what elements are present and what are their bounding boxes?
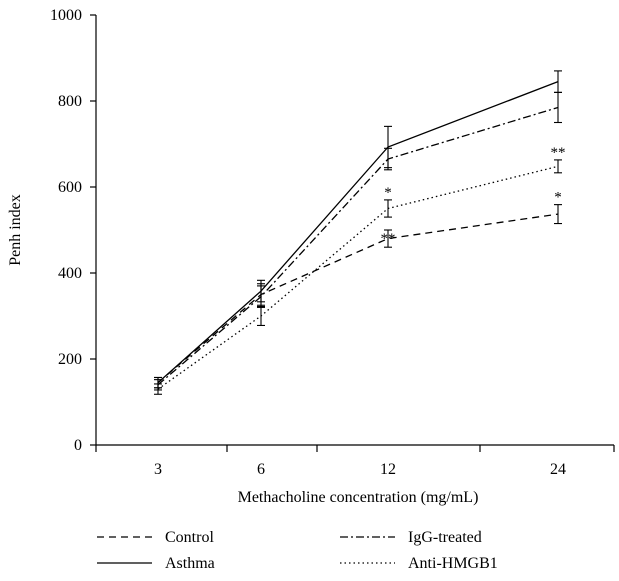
y-tick-label: 1000 (50, 7, 82, 24)
x-axis-ticks: 3 6 12 24 (95, 445, 615, 478)
legend-item: IgG-treated (340, 529, 482, 546)
series-layer: ****** (154, 70, 566, 395)
series-line (157, 81, 559, 384)
series-igg-treated (154, 91, 562, 391)
legend-label: IgG-treated (408, 529, 482, 546)
y-axis-ticks: 0 200 400 600 800 1000 (50, 7, 96, 454)
significance-marker: ** (551, 145, 566, 161)
y-tick-label: 800 (58, 93, 82, 110)
significance-marker: * (384, 185, 392, 201)
legend: Control Asthma IgG-treated Anti-HMGB1 (97, 529, 498, 572)
series-line (157, 213, 559, 384)
x-tick-label: 12 (380, 461, 396, 478)
x-tick-label: 24 (550, 461, 566, 478)
legend-item: Anti-HMGB1 (340, 555, 498, 572)
series-line (157, 106, 559, 386)
series-control: *** (154, 190, 562, 389)
y-axis-label: Penh index (7, 194, 24, 266)
x-axis-label: Methacholine concentration (mg/mL) (238, 489, 479, 506)
x-tick-label: 3 (154, 461, 162, 478)
legend-label: Asthma (165, 555, 215, 572)
x-tick-label: 6 (257, 461, 265, 478)
significance-marker: * (554, 190, 562, 206)
legend-label: Anti-HMGB1 (408, 555, 498, 572)
significance-marker: ** (381, 231, 396, 247)
y-tick-label: 0 (74, 437, 82, 454)
y-tick-label: 600 (58, 179, 82, 196)
legend-item: Asthma (97, 555, 215, 572)
series-anti-hmgb1: *** (154, 145, 566, 395)
y-tick-label: 400 (58, 265, 82, 282)
series-line (157, 165, 559, 390)
series-asthma (154, 70, 562, 389)
legend-item: Control (97, 529, 214, 546)
y-tick-label: 200 (58, 351, 82, 368)
legend-label: Control (165, 529, 214, 546)
